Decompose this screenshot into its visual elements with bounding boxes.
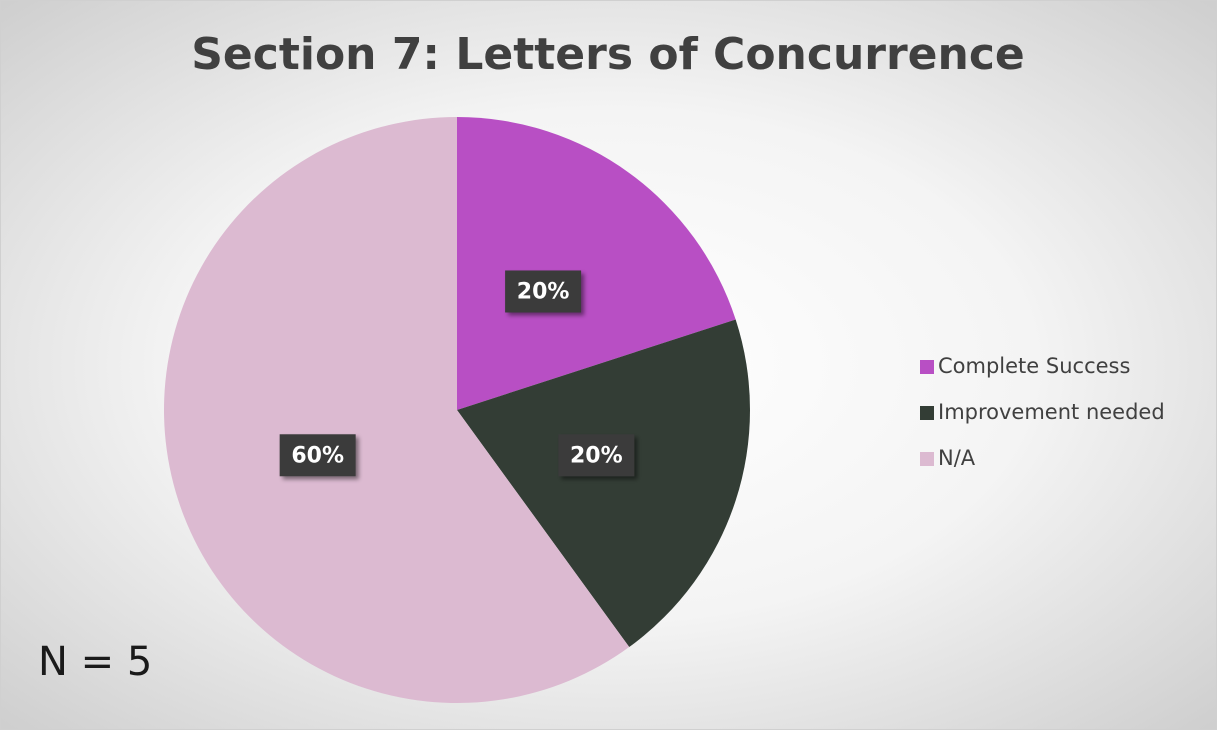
legend-label: Complete Success <box>938 354 1130 378</box>
annotation: N = 5 <box>38 639 152 685</box>
data-label-box <box>558 434 635 477</box>
pie-slice <box>163 117 630 703</box>
legend-swatch <box>920 360 934 374</box>
legend-label: Improvement needed <box>938 400 1165 424</box>
data-label-box <box>505 270 582 313</box>
data-label-box <box>279 434 356 477</box>
legend-swatch <box>920 452 934 466</box>
legend-label: N/A <box>938 446 976 470</box>
pie-slice <box>457 117 736 410</box>
legend-swatch <box>920 406 934 420</box>
data-label: 60% <box>291 443 344 468</box>
data-label: 20% <box>570 443 623 468</box>
data-label: 20% <box>517 279 570 304</box>
chart-title: Section 7: Letters of Concurrence <box>191 29 1025 80</box>
pie-slice <box>457 319 750 648</box>
